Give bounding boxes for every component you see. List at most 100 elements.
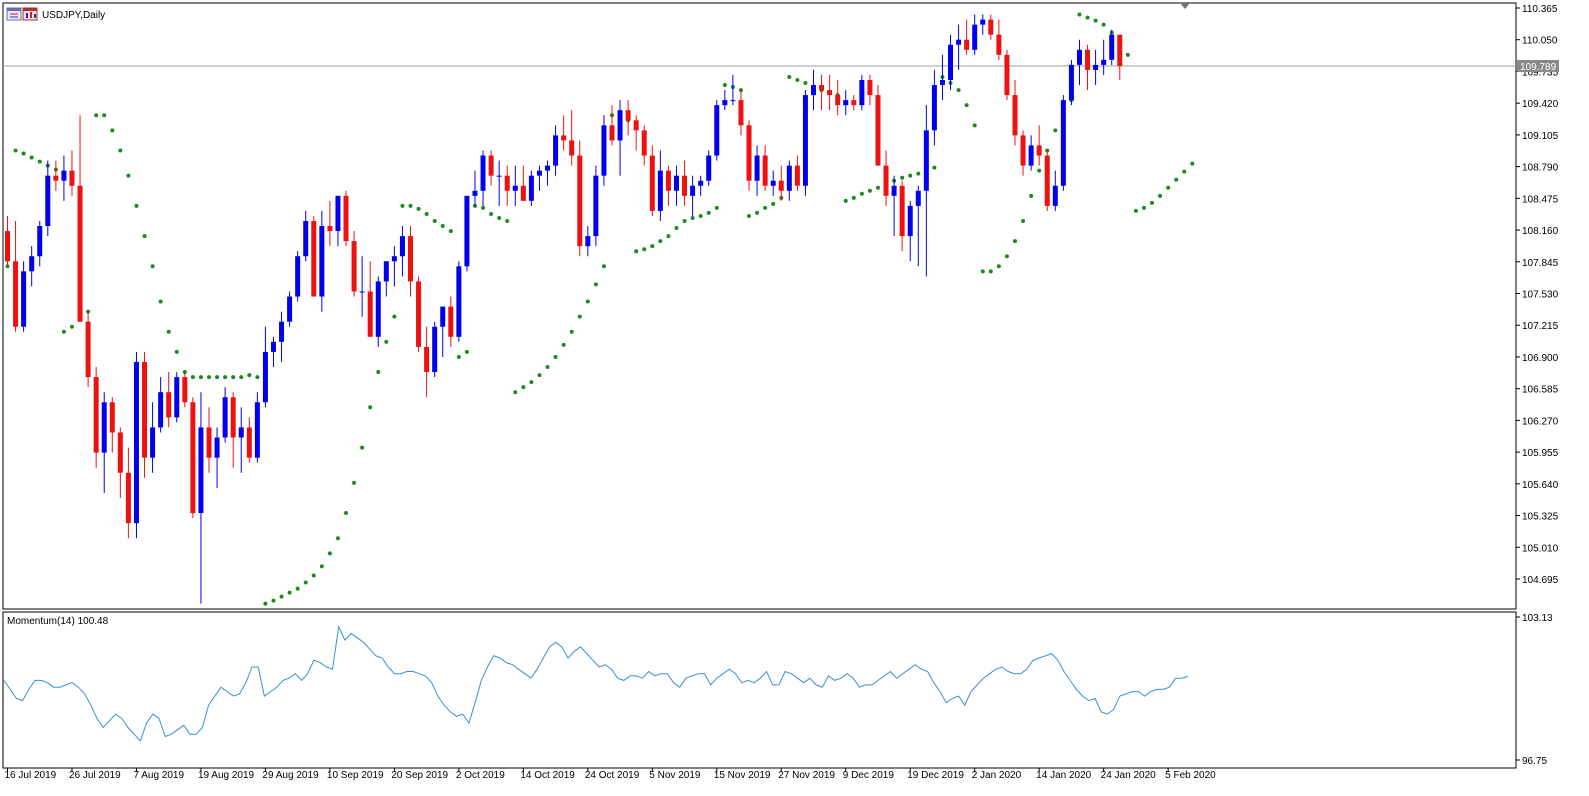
candle bbox=[956, 24, 962, 70]
chart-title: USDJPY,Daily bbox=[42, 10, 105, 21]
chart-shift-marker-icon[interactable] bbox=[1180, 3, 1190, 9]
candle bbox=[408, 226, 413, 297]
price-tick-label: 109.420 bbox=[1522, 99, 1559, 110]
time-tick-label: 7 Aug 2019 bbox=[133, 770, 184, 781]
candle bbox=[295, 251, 301, 302]
candle bbox=[1060, 95, 1066, 191]
price-axis: 110.365 110.050 109.735 109.420 109.105 108.7… bbox=[1516, 4, 1559, 586]
sar-dot bbox=[1085, 15, 1090, 20]
sar-dot bbox=[1158, 193, 1163, 198]
sar-dot bbox=[545, 365, 550, 370]
sar-dot bbox=[400, 203, 405, 208]
sar-dot bbox=[843, 198, 848, 203]
candle bbox=[270, 336, 276, 368]
sar-dot bbox=[980, 269, 985, 274]
candle bbox=[585, 226, 591, 257]
price-panel-frame bbox=[2, 2, 1517, 610]
sar-dot bbox=[360, 445, 365, 450]
candle bbox=[335, 195, 341, 247]
price-tick-label: 107.215 bbox=[1522, 321, 1559, 332]
time-tick-label: 24 Jan 2020 bbox=[1101, 770, 1156, 781]
candle bbox=[899, 180, 905, 252]
candle bbox=[214, 427, 220, 488]
candle bbox=[939, 54, 945, 101]
candle bbox=[1101, 39, 1107, 75]
candle bbox=[1036, 125, 1042, 166]
candle bbox=[601, 115, 607, 186]
sar-dot bbox=[416, 206, 421, 211]
sar-dot bbox=[69, 324, 74, 329]
momentum-panel[interactable]: 103.13 96.75 Momentum(14) 100.48 bbox=[2, 611, 1553, 769]
sar-dot bbox=[207, 375, 211, 380]
sar-dot bbox=[569, 329, 574, 334]
candle bbox=[794, 155, 800, 191]
candle bbox=[722, 90, 728, 111]
price-panel[interactable]: 110.365 110.050 109.735 109.420 109.105 108.7… bbox=[2, 2, 1559, 610]
sar-dot bbox=[795, 78, 800, 83]
sar-dot bbox=[13, 148, 18, 153]
candle bbox=[464, 195, 470, 272]
candle bbox=[512, 165, 518, 206]
candle bbox=[29, 246, 35, 287]
chart-title-group: USDJPY,Daily bbox=[6, 7, 105, 21]
sar-dot bbox=[577, 314, 582, 319]
candle bbox=[988, 14, 994, 40]
candle bbox=[827, 74, 833, 111]
candle bbox=[496, 160, 502, 206]
sar-dot bbox=[263, 601, 268, 606]
sar-dot bbox=[585, 299, 590, 304]
candle bbox=[383, 261, 389, 297]
sar-dot bbox=[1077, 12, 1082, 17]
candle bbox=[375, 276, 381, 347]
time-tick-label: 16 Jul 2019 bbox=[5, 770, 57, 781]
sar-dot bbox=[908, 173, 913, 178]
sar-dot bbox=[1029, 193, 1034, 198]
candle bbox=[150, 402, 156, 473]
price-tick-label: 105.010 bbox=[1522, 543, 1559, 554]
candle bbox=[673, 165, 679, 206]
sar-dot bbox=[690, 215, 695, 220]
price-tick-label: 105.325 bbox=[1522, 512, 1559, 523]
time-tick-label: 10 Sep 2019 bbox=[327, 770, 384, 781]
sar-dot bbox=[1093, 18, 1098, 23]
time-tick-label: 20 Sep 2019 bbox=[391, 770, 448, 781]
candle bbox=[778, 165, 784, 201]
candle bbox=[101, 392, 107, 493]
candle bbox=[907, 200, 913, 262]
price-tick-label: 106.900 bbox=[1522, 353, 1559, 364]
candle bbox=[682, 160, 688, 206]
sar-dot bbox=[134, 203, 139, 208]
candle bbox=[609, 105, 615, 146]
sar-dot bbox=[456, 354, 461, 359]
sar-dot bbox=[1182, 169, 1187, 174]
candle bbox=[964, 19, 970, 55]
sar-dot bbox=[1174, 177, 1179, 182]
sar-dot bbox=[755, 210, 760, 215]
candle bbox=[287, 291, 293, 327]
price-tick-label: 104.695 bbox=[1522, 575, 1559, 586]
candle bbox=[657, 150, 663, 221]
sar-dot bbox=[787, 74, 792, 79]
candle bbox=[480, 150, 486, 206]
sar-dot bbox=[198, 375, 203, 380]
candle bbox=[665, 165, 671, 206]
candle bbox=[1085, 44, 1091, 91]
candle bbox=[69, 150, 75, 196]
candle bbox=[706, 150, 712, 186]
candle bbox=[915, 185, 921, 267]
sar-dot bbox=[392, 314, 397, 319]
candle bbox=[633, 115, 639, 151]
candle bbox=[811, 69, 816, 111]
sar-dot bbox=[537, 373, 542, 378]
sar-dot bbox=[1021, 218, 1026, 223]
sar-dot bbox=[158, 299, 163, 304]
sar-dot bbox=[553, 354, 558, 359]
candle bbox=[158, 377, 164, 433]
candle bbox=[762, 145, 768, 191]
sar-dot bbox=[916, 171, 921, 176]
candlestick-series bbox=[5, 14, 1123, 604]
sar-dot bbox=[900, 175, 905, 180]
time-tick-label: 2 Oct 2019 bbox=[456, 770, 505, 781]
candle bbox=[996, 19, 1002, 60]
